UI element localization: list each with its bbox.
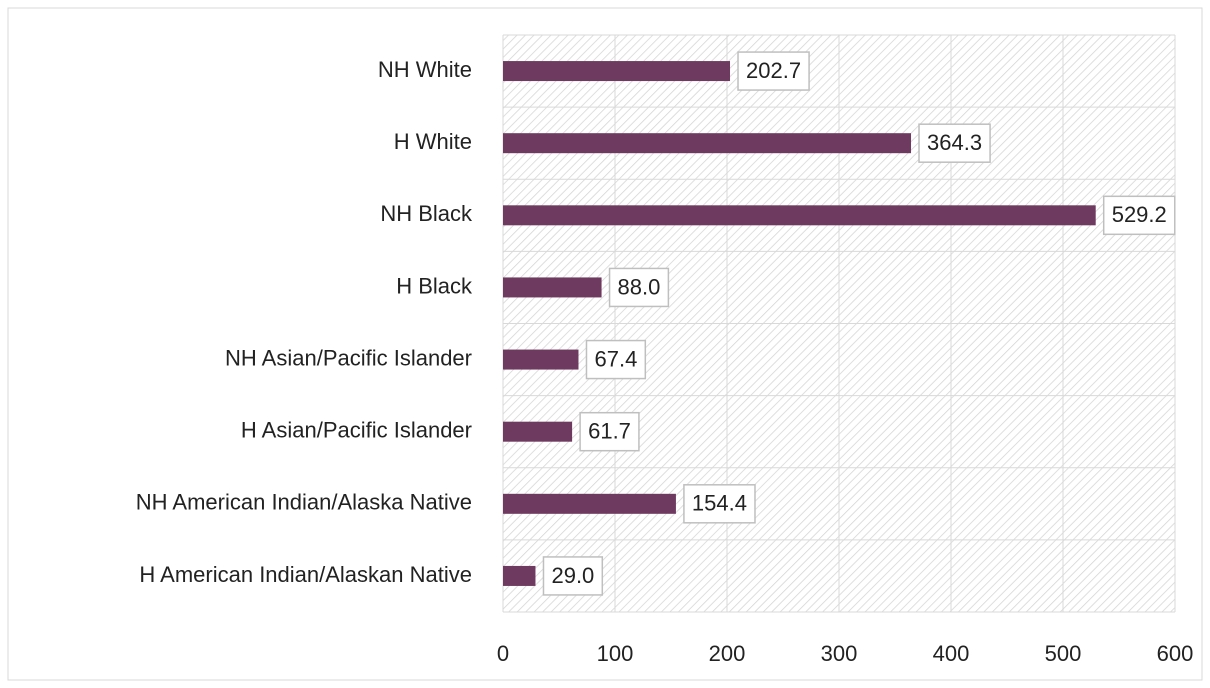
y-tick-label: H White xyxy=(394,129,472,154)
data-label: 29.0 xyxy=(551,563,594,588)
bar xyxy=(503,421,573,442)
y-tick-label: H Asian/Pacific Islander xyxy=(241,418,472,443)
x-tick-label: 0 xyxy=(497,641,509,666)
bar xyxy=(503,205,1096,226)
data-label: 529.2 xyxy=(1112,202,1167,227)
bar xyxy=(503,565,536,586)
x-tick-label: 400 xyxy=(933,641,970,666)
data-label-box xyxy=(918,123,991,163)
y-tick-label: NH American Indian/Alaska Native xyxy=(136,490,472,515)
x-tick-label: 600 xyxy=(1157,641,1194,666)
bar xyxy=(503,61,731,82)
y-tick-label: NH Black xyxy=(380,201,473,226)
data-label: 67.4 xyxy=(594,346,637,371)
y-tick-label: H American Indian/Alaskan Native xyxy=(139,562,472,587)
x-tick-label: 100 xyxy=(597,641,634,666)
x-tick-label: 500 xyxy=(1045,641,1082,666)
data-label-box xyxy=(683,484,756,524)
bar xyxy=(503,493,676,514)
data-label-box xyxy=(542,556,604,596)
data-label-box xyxy=(608,267,670,308)
data-label: 61.7 xyxy=(588,419,631,444)
data-label: 202.7 xyxy=(746,58,801,83)
data-label-box xyxy=(579,411,640,452)
bar xyxy=(503,133,912,154)
data-label: 154.4 xyxy=(692,491,747,516)
data-label: 88.0 xyxy=(618,274,661,299)
data-label: 364.3 xyxy=(927,130,982,155)
data-label-box xyxy=(1102,195,1176,236)
y-tick-label: NH White xyxy=(378,57,472,82)
y-tick-label: NH Asian/Pacific Islander xyxy=(225,345,472,370)
data-label-box xyxy=(585,339,647,380)
bar xyxy=(503,277,602,298)
bar xyxy=(503,349,579,370)
data-label-box xyxy=(737,51,810,91)
y-tick-label: H Black xyxy=(396,273,473,298)
x-tick-label: 300 xyxy=(821,641,858,666)
x-tick-label: 200 xyxy=(709,641,746,666)
